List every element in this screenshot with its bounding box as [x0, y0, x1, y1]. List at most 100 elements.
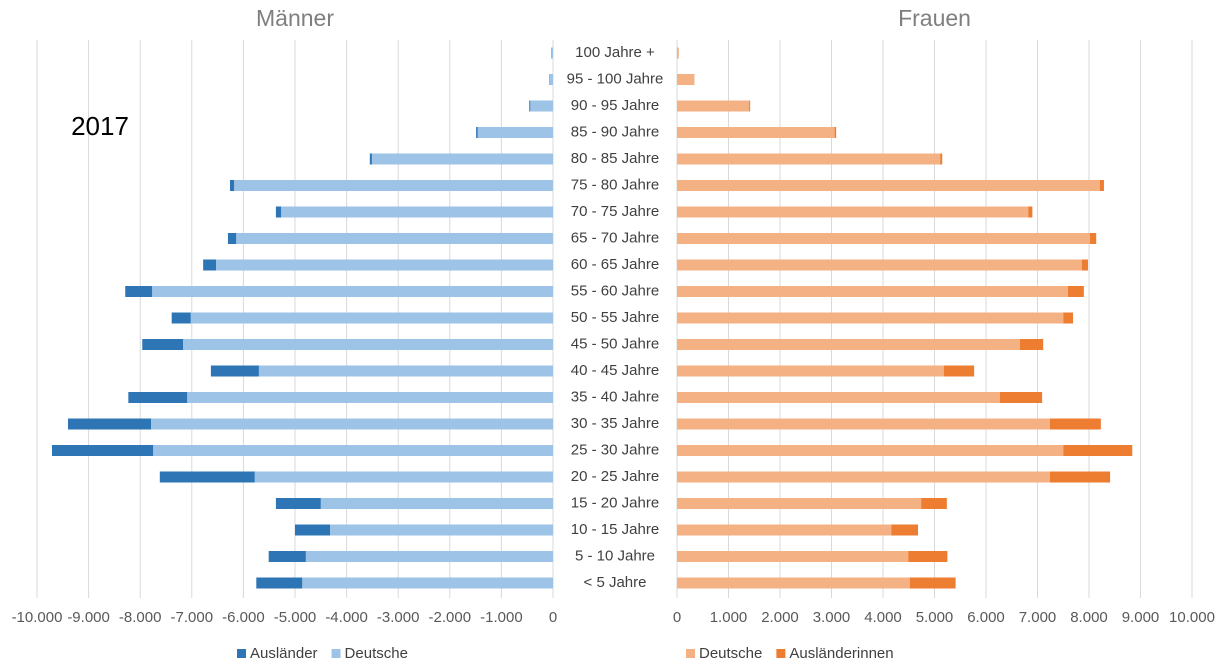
label-bg — [556, 43, 674, 63]
bar — [1049, 418, 1101, 430]
bar — [834, 127, 837, 138]
bar — [281, 206, 553, 218]
category-label: 25 - 30 Jahre — [571, 441, 659, 458]
x-tick-label: -9.000 — [67, 609, 110, 626]
label-bg — [556, 334, 674, 355]
bar — [943, 365, 975, 377]
bar — [302, 577, 553, 589]
bar — [190, 312, 553, 324]
category-label: 55 - 60 Jahre — [571, 282, 659, 299]
legend-swatch — [776, 649, 786, 658]
category-label: 10 - 15 Jahre — [571, 521, 659, 538]
bar — [677, 206, 1029, 218]
category-label: 45 - 50 Jahre — [571, 335, 659, 352]
annotation: 2017 — [71, 111, 129, 141]
x-tick-label: -8.000 — [119, 609, 162, 626]
x-tick-label: -5.000 — [274, 609, 317, 626]
bar — [1099, 180, 1104, 191]
category-label: 50 - 55 Jahre — [571, 309, 659, 326]
legend-label: Ausländer — [250, 645, 318, 662]
bar — [125, 286, 153, 297]
category-label: 100 Jahre + — [575, 44, 655, 61]
category-label: 30 - 35 Jahre — [571, 415, 659, 432]
x-tick-label: -10.000 — [12, 609, 63, 626]
x-tick-label: 1.000 — [710, 609, 748, 626]
bar — [203, 259, 217, 271]
category-label: 80 - 85 Jahre — [571, 150, 659, 167]
bar — [921, 498, 947, 509]
bar — [187, 392, 553, 403]
bar — [216, 259, 553, 271]
bar — [677, 100, 750, 112]
bar — [677, 365, 944, 377]
bar — [677, 233, 1091, 244]
bar — [254, 471, 553, 483]
bar — [477, 127, 553, 138]
label-bg — [556, 202, 674, 222]
x-tick-label: 0 — [549, 609, 557, 626]
x-tick-label: 8.000 — [1070, 609, 1108, 626]
bar — [529, 100, 531, 112]
bar — [142, 339, 184, 350]
category-label: 15 - 20 Jahre — [571, 494, 659, 511]
bar — [749, 100, 751, 112]
bar — [256, 577, 303, 589]
bar — [677, 74, 694, 85]
x-tick-label: -6.000 — [222, 609, 265, 626]
label-bg — [556, 467, 674, 487]
x-tick-label: 2.000 — [761, 609, 799, 626]
bar — [153, 445, 553, 456]
bar — [210, 365, 259, 377]
bar — [476, 127, 478, 138]
bar — [1049, 471, 1111, 483]
label-bg — [556, 228, 674, 249]
bar — [159, 471, 255, 483]
bar — [67, 418, 152, 430]
label-bg — [556, 520, 674, 540]
label-bg — [556, 493, 674, 514]
category-label: 95 - 100 Jahre — [567, 70, 664, 87]
bar — [1019, 339, 1044, 350]
bar — [1067, 286, 1084, 297]
bar — [1081, 259, 1088, 271]
bar — [1063, 445, 1133, 456]
category-label: 40 - 45 Jahre — [571, 362, 659, 379]
label-bg — [556, 573, 674, 593]
bar — [677, 339, 1020, 350]
x-tick-label: -4.000 — [325, 609, 368, 626]
label-bg — [556, 361, 674, 381]
label-bg — [556, 387, 674, 408]
bar — [330, 524, 553, 536]
category-label: 85 - 90 Jahre — [571, 123, 659, 140]
label-bg — [556, 255, 674, 275]
bar — [268, 551, 306, 562]
bar — [371, 153, 553, 165]
bar — [258, 365, 553, 377]
legend-label: Deutsche — [699, 645, 762, 662]
bar — [677, 180, 1100, 191]
legend-label: Ausländerinnen — [789, 645, 893, 662]
x-tick-label: 4.000 — [864, 609, 902, 626]
bar — [305, 551, 553, 562]
bar — [677, 577, 910, 589]
label-bg — [556, 414, 674, 434]
bar — [128, 392, 188, 403]
bar — [677, 392, 1000, 403]
category-label: 65 - 70 Jahre — [571, 229, 659, 246]
bar — [677, 312, 1064, 324]
x-tick-label: -7.000 — [171, 609, 214, 626]
bar — [891, 524, 919, 536]
bar — [908, 551, 948, 562]
x-tick-label: -1.000 — [480, 609, 523, 626]
category-label: 20 - 25 Jahre — [571, 468, 659, 485]
bar — [677, 498, 922, 509]
bar — [677, 259, 1082, 271]
bar — [1028, 206, 1033, 218]
bar — [275, 206, 282, 218]
label-bg — [556, 440, 674, 461]
x-tick-label: 6.000 — [967, 609, 1005, 626]
bar — [677, 524, 892, 536]
bar — [677, 445, 1064, 456]
x-tick-label: 10.000 — [1169, 609, 1215, 626]
bar — [275, 498, 321, 509]
